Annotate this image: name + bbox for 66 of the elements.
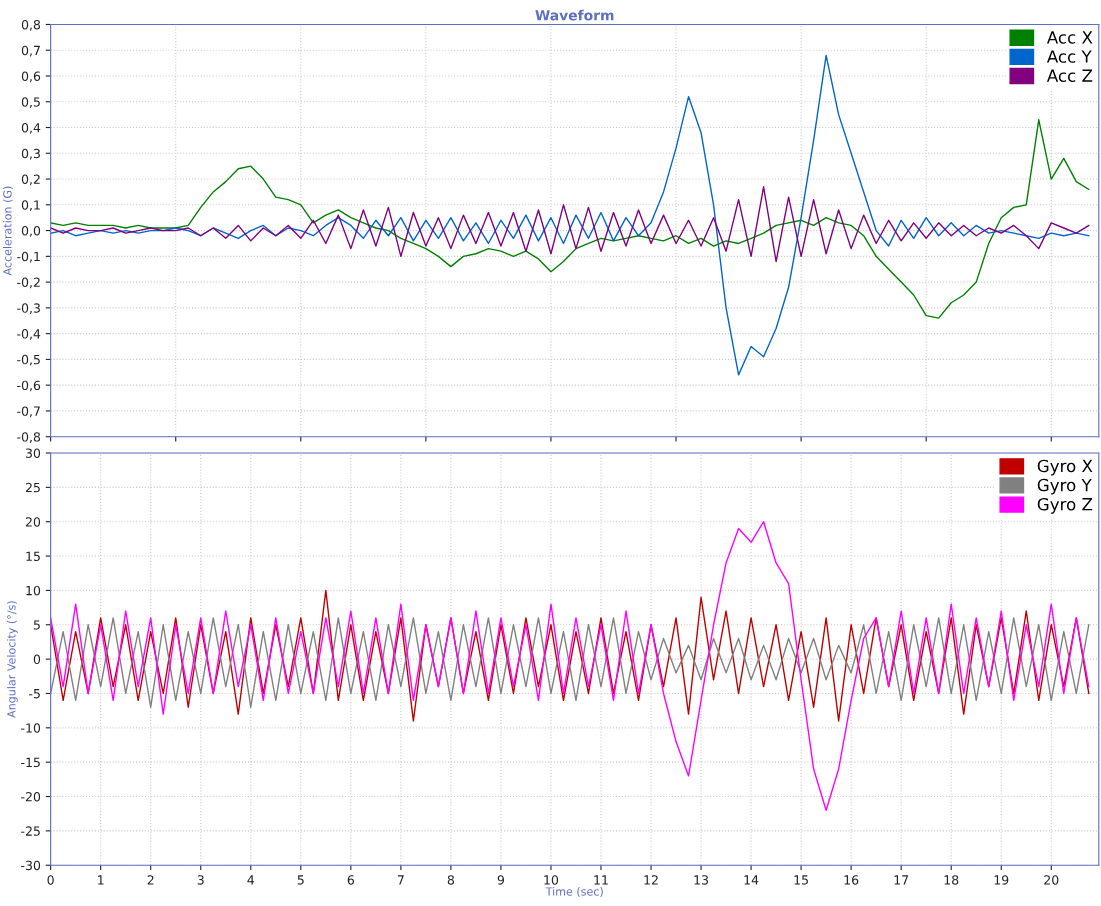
line-series: [50, 617, 1090, 708]
x-tick-label: 12: [644, 875, 658, 885]
x-tick-label: 14: [744, 875, 759, 885]
legend-label: Acc Z: [1046, 69, 1093, 82]
x-tick-label: 16: [844, 875, 859, 885]
y-tick-label: 0,2: [21, 174, 40, 186]
y-tick-label: 5: [33, 620, 40, 630]
x-tick-label: 7: [397, 875, 404, 885]
y-tick-label: 20: [25, 517, 41, 527]
y-tick-label: 0,0: [21, 226, 41, 237]
legend-label: Gyro Y: [1037, 478, 1092, 495]
x-tick-label: 2: [147, 875, 154, 885]
y-tick-label: 0,3: [21, 148, 40, 160]
y-axis-title: Acceleration (G): [3, 186, 13, 276]
y-tick-label: 15: [26, 551, 40, 561]
x-tick-label: 17: [894, 875, 909, 885]
y-tick-label: -0,1: [17, 251, 40, 263]
y-tick-label: -0,4: [17, 329, 41, 340]
line-series: [50, 589, 1090, 722]
x-tick-label: 4: [247, 875, 255, 885]
y-tick-label: 10: [26, 585, 41, 596]
y-tick-label: 0,7: [21, 45, 40, 57]
y-tick-label: -0,7: [17, 406, 40, 418]
x-tick-label: 9: [497, 875, 505, 885]
y-tick-label: 0,1: [21, 200, 40, 212]
x-tick-label: 6: [347, 875, 355, 885]
chart-title: Waveform: [535, 9, 614, 21]
y-tick-label: -0,6: [17, 380, 41, 392]
x-tick-label: 19: [994, 875, 1009, 885]
x-tick-label: 3: [197, 875, 204, 885]
y-tick-label: -5: [29, 689, 40, 699]
y-tick-label: -0,3: [17, 303, 40, 315]
y-tick-label: -25: [21, 826, 40, 836]
y-tick-label: -0,8: [17, 432, 41, 443]
y-tick-label: 0,8: [21, 19, 41, 31]
y-tick-label: -10: [21, 723, 41, 733]
line-series: [50, 119, 1090, 319]
legend-label: Gyro X: [1037, 459, 1093, 476]
y-tick-label: -30: [21, 860, 41, 871]
y-tick-label: -0,2: [17, 277, 40, 289]
y-tick-label: -20: [21, 792, 41, 802]
legend-label: Acc X: [1046, 31, 1093, 44]
x-tick-label: 15: [794, 875, 808, 885]
line-series: [50, 186, 1090, 263]
legend-label: Acc Y: [1046, 50, 1092, 63]
y-tick-label: -15: [21, 757, 40, 768]
x-tick-label: 11: [594, 875, 608, 885]
line-series: [50, 521, 1090, 811]
y-tick-label: 0,4: [21, 122, 41, 134]
x-tick-label: 0: [47, 875, 54, 885]
y-axis-title: Angular Velocity (°/s): [6, 601, 18, 718]
x-tick-label: 13: [694, 875, 708, 885]
y-tick-label: -0,5: [17, 354, 40, 366]
x-tick-label: 8: [447, 875, 455, 885]
y-tick-label: 25: [25, 482, 40, 493]
x-tick-label: 5: [297, 875, 304, 885]
x-tick-label: 18: [944, 875, 959, 885]
x-axis-title: Time (sec): [545, 887, 603, 897]
x-tick-label: 20: [1044, 875, 1059, 885]
y-tick-label: 0: [33, 654, 41, 665]
x-tick-label: 10: [544, 875, 559, 885]
legend-label: Gyro Z: [1037, 497, 1093, 514]
y-tick-label: 0,5: [21, 97, 40, 108]
x-tick-label: 1: [98, 875, 104, 885]
y-tick-label: 0,6: [21, 71, 41, 83]
y-tick-label: 30: [25, 448, 41, 458]
